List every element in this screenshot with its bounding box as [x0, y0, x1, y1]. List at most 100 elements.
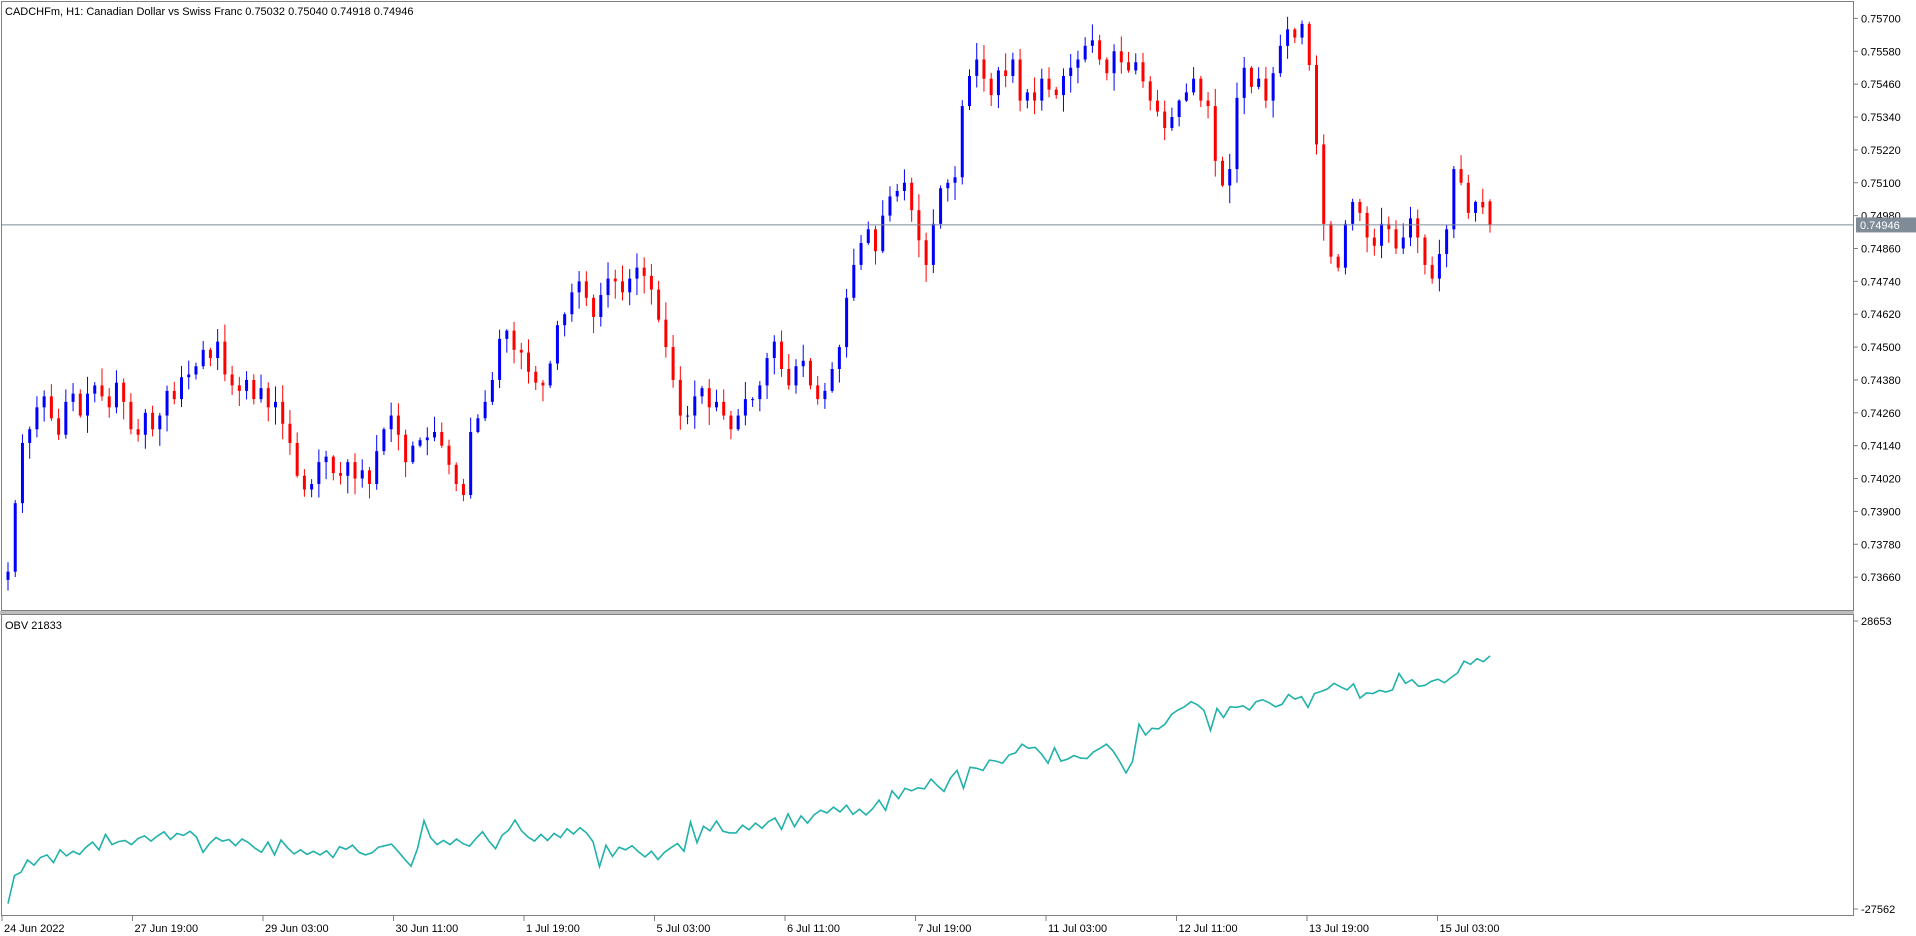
candle — [1090, 24, 1094, 53]
obv-label: OBV 21833 — [5, 620, 62, 632]
candle — [1134, 53, 1138, 75]
candle — [375, 435, 379, 490]
candle — [281, 385, 285, 440]
candle — [1148, 76, 1152, 111]
candle — [317, 449, 321, 498]
price-tick-label: 0.75340 — [1861, 112, 1901, 124]
candle-body — [534, 371, 538, 383]
candle — [396, 403, 400, 451]
candle — [346, 459, 350, 494]
price-axis[interactable]: 0.75700 0.75580 0.75460 0.75340 0.75220 0.751… — [1854, 13, 1901, 584]
price-pane[interactable]: CADCHFm, H1: Canadian Dollar vs Swiss Fr… — [1, 1, 1855, 611]
candle — [599, 282, 603, 327]
candle — [1184, 83, 1188, 103]
candle — [852, 248, 856, 301]
candle-body — [1228, 169, 1232, 186]
price-tick-label: 0.74740 — [1861, 276, 1901, 288]
candle — [1416, 209, 1420, 254]
candle-body — [881, 215, 885, 252]
time-axis[interactable]: 24 Jun 2022 27 Jun 19:00 29 Jun 03:00 30 Ju… — [1, 916, 1499, 935]
candle — [223, 324, 227, 382]
candle — [519, 342, 523, 370]
candle-body — [1206, 100, 1210, 107]
time-tick-label: 11 Jul 03:00 — [1048, 923, 1107, 935]
candlestick-series — [6, 16, 1492, 591]
candle-body — [1083, 45, 1087, 60]
candle-body — [136, 429, 140, 435]
candle-body — [1416, 218, 1420, 238]
candle — [555, 320, 559, 370]
candle — [469, 417, 473, 499]
candle-body — [852, 264, 856, 298]
candle-body — [1141, 62, 1145, 82]
candle — [577, 271, 581, 309]
candle-body — [1286, 29, 1290, 46]
candle — [939, 185, 943, 229]
candle — [931, 209, 935, 274]
candle-body — [620, 281, 624, 293]
candle — [1061, 68, 1065, 112]
candle-body — [989, 78, 993, 96]
candle-body — [1437, 253, 1441, 279]
candle — [780, 330, 784, 377]
candle — [1380, 207, 1384, 259]
candle — [360, 459, 364, 488]
candle-body — [346, 462, 350, 476]
candle-body — [1018, 59, 1022, 101]
candle-body — [1293, 29, 1297, 38]
candle-body — [201, 349, 205, 367]
candle-body — [1061, 75, 1065, 96]
time-tick-label: 27 Jun 19:00 — [135, 923, 199, 935]
candle — [324, 450, 328, 480]
candle — [541, 380, 545, 402]
candle — [42, 390, 46, 422]
candle — [859, 234, 863, 270]
candle — [1264, 66, 1268, 109]
candle-body — [1278, 45, 1282, 74]
candle-body — [751, 399, 755, 401]
candle-body — [808, 360, 812, 386]
obv-pane[interactable]: OBV 21833 — [1, 614, 1854, 916]
candle — [389, 402, 393, 443]
candle — [252, 374, 256, 405]
candle — [1119, 36, 1123, 74]
candle-body — [100, 385, 104, 397]
time-tick-label: 1 Jul 19:00 — [526, 923, 580, 935]
candle — [548, 360, 552, 388]
obv-axis[interactable]: 28653 -27562 — [1854, 616, 1895, 916]
price-tick-label: 0.74620 — [1861, 309, 1901, 321]
candle — [483, 390, 487, 422]
candle-body — [367, 470, 371, 485]
candle — [584, 271, 588, 307]
candle-body — [910, 182, 914, 211]
candle — [1293, 27, 1297, 44]
candle — [722, 389, 726, 420]
candle — [454, 462, 458, 492]
candle — [1083, 37, 1087, 63]
candle — [1163, 100, 1167, 141]
candle-body — [924, 240, 928, 265]
candle-body — [642, 267, 646, 276]
candle — [1372, 228, 1376, 256]
candle — [310, 479, 314, 498]
candle-body — [418, 440, 422, 446]
pane-separator[interactable] — [0, 611, 1854, 615]
candle — [1155, 89, 1159, 117]
candle — [1401, 223, 1405, 255]
candle-body — [324, 456, 328, 463]
candle — [490, 371, 494, 406]
candle-body — [765, 358, 769, 386]
candle-body — [866, 229, 870, 244]
candle-body — [331, 456, 335, 474]
candle-body — [180, 377, 184, 400]
candle-body — [396, 415, 400, 435]
obv-pane-frame — [1, 614, 1854, 916]
price-tick-label: 0.75580 — [1861, 46, 1901, 58]
candle — [107, 388, 111, 418]
candle — [1329, 221, 1333, 264]
candle-body — [454, 464, 458, 485]
candle — [635, 253, 639, 296]
candle — [686, 405, 690, 425]
candle-body — [548, 363, 552, 386]
